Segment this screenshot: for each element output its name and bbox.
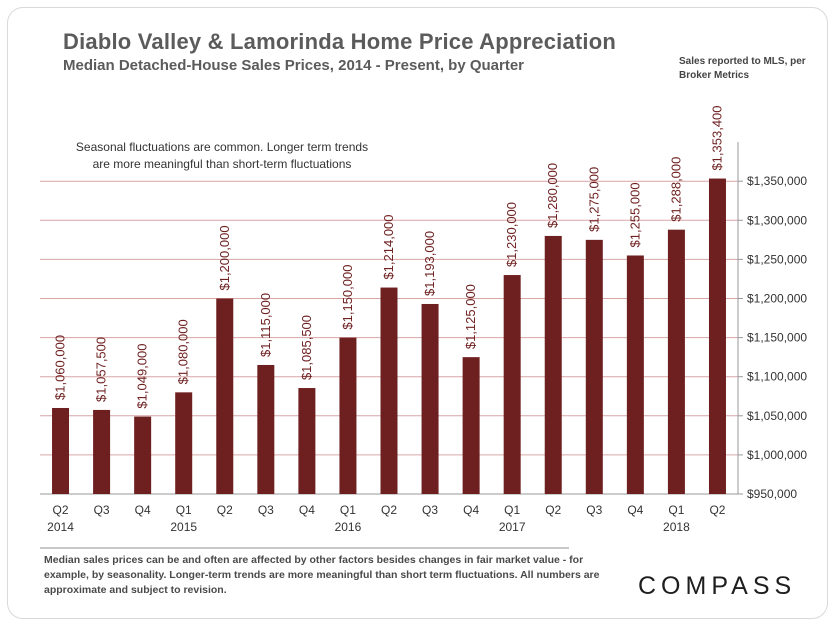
bar-value-label: $1,057,500 [94, 337, 109, 402]
bar [421, 303, 439, 494]
chart-title: Diablo Valley & Lamorinda Home Price App… [63, 29, 617, 54]
y-tick-label: $1,250,000 [747, 252, 807, 266]
x-tick-quarter: Q2 [545, 503, 561, 517]
bar [585, 239, 603, 494]
annotation-line-1: Seasonal fluctuations are common. Longer… [75, 140, 369, 154]
y-tick-label: $1,350,000 [747, 174, 807, 188]
bar-value-label: $1,200,000 [217, 225, 232, 290]
footnote-divider [40, 547, 569, 549]
bar [626, 255, 644, 494]
bar-value-label: $1,280,000 [545, 163, 560, 228]
x-tick-quarter: Q3 [586, 503, 602, 517]
y-tick-label: $1,150,000 [747, 331, 807, 345]
bar-value-label: $1,080,000 [176, 319, 191, 384]
x-tick-quarter: Q4 [299, 503, 315, 517]
bar-value-label: $1,288,000 [668, 157, 683, 222]
x-tick-year: 2014 [47, 520, 74, 534]
footnote: Median sales prices can be and often are… [44, 554, 600, 596]
chart-card [7, 7, 828, 619]
x-tick-quarter: Q1 [504, 503, 520, 517]
bar-value-label: $1,150,000 [340, 265, 355, 330]
x-tick-quarter: Q3 [258, 503, 274, 517]
y-tick-label: $1,200,000 [747, 292, 807, 306]
annotation-line-2: are more meaningful than short-term fluc… [92, 157, 352, 171]
bar [667, 229, 685, 494]
x-tick-quarter: Q4 [463, 503, 479, 517]
bar [216, 298, 234, 494]
bar [708, 178, 726, 494]
bar [462, 357, 480, 494]
bar [52, 407, 70, 494]
chart-subtitle: Median Detached-House Sales Prices, 2014… [63, 57, 525, 74]
bar [544, 235, 562, 494]
x-tick-quarter: Q2 [53, 503, 69, 517]
chart-annotation: Seasonal fluctuations are common. Longer… [42, 139, 402, 173]
bar [503, 275, 521, 494]
bar [339, 337, 357, 494]
x-tick-quarter: Q4 [627, 503, 643, 517]
bar [175, 392, 193, 494]
x-tick-quarter: Q1 [176, 503, 192, 517]
compass-logo: COMPASS [638, 572, 797, 600]
bar-value-label: $1,125,000 [463, 284, 478, 349]
y-tick-label: $1,300,000 [747, 213, 807, 227]
bar-value-label: $1,353,400 [709, 105, 724, 170]
bar-value-label: $1,085,500 [299, 315, 314, 380]
y-tick-label: $1,050,000 [747, 409, 807, 423]
bar-value-label: $1,214,000 [381, 214, 396, 279]
bar-value-label: $1,230,000 [504, 202, 519, 267]
bar [93, 409, 111, 494]
bar [380, 287, 398, 494]
bar [134, 416, 152, 494]
bar-value-label: $1,049,000 [135, 344, 150, 409]
y-tick-label: $1,100,000 [747, 370, 807, 384]
x-tick-year: 2016 [335, 520, 362, 534]
x-tick-quarter: Q2 [217, 503, 233, 517]
x-tick-year: 2017 [499, 520, 526, 534]
bar-value-label: $1,060,000 [53, 335, 68, 400]
bar-value-label: $1,193,000 [422, 231, 437, 296]
bar-value-label: $1,115,000 [258, 293, 273, 357]
x-tick-quarter: Q2 [709, 503, 725, 517]
y-tick-label: $1,000,000 [747, 448, 807, 462]
x-tick-quarter: Q1 [340, 503, 356, 517]
bar [298, 388, 316, 494]
bar-value-label: $1,255,000 [627, 182, 642, 247]
bar [257, 364, 275, 494]
x-tick-year: 2018 [663, 520, 690, 534]
x-tick-quarter: Q3 [94, 503, 110, 517]
y-tick-label: $950,000 [747, 487, 797, 501]
x-tick-quarter: Q1 [668, 503, 684, 517]
source-note: Sales reported to MLS, per Broker Metric… [679, 56, 806, 81]
x-tick-quarter: Q4 [135, 503, 151, 517]
bar-value-label: $1,275,000 [586, 167, 601, 232]
x-tick-quarter: Q3 [422, 503, 438, 517]
x-tick-quarter: Q2 [381, 503, 397, 517]
x-tick-year: 2015 [170, 520, 197, 534]
